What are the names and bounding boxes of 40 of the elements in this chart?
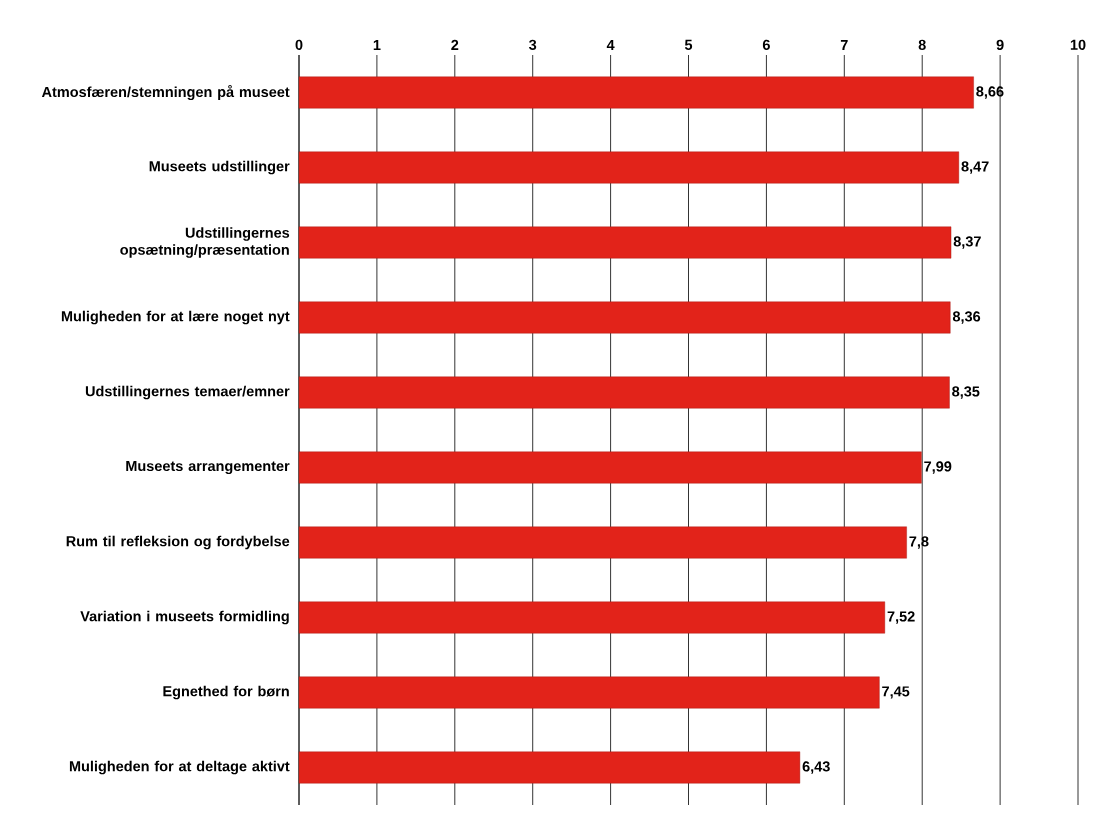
y-tick-label: Atmosfæren/stemningen på museet (41, 85, 290, 101)
y-tick-label: Udstillingernes opsætning/præsentation (120, 227, 290, 258)
data-label: 8,47 (961, 161, 989, 174)
y-tick-label: Museets arrangementer (126, 460, 290, 475)
data-label: 7,52 (887, 611, 915, 624)
bar (298, 451, 922, 484)
bar (298, 151, 960, 184)
x-tick-label: 3 (529, 39, 537, 50)
data-label: 7,45 (882, 686, 910, 699)
bar (298, 676, 880, 709)
bar (298, 601, 886, 634)
y-tick-label: Museets udstillinger (149, 160, 290, 175)
data-label: 8,35 (952, 386, 980, 399)
data-label: 7,99 (924, 461, 952, 474)
x-tick-label: 8 (918, 39, 926, 50)
bar (298, 751, 801, 784)
bar (298, 301, 951, 334)
x-tick-label: 10 (1070, 39, 1086, 50)
x-tick-label: 5 (684, 39, 693, 50)
x-tick-label: 7 (840, 40, 848, 50)
y-tick-label: Muligheden for at deltage aktivt (69, 760, 290, 775)
bar (298, 376, 950, 409)
bar (298, 526, 907, 559)
x-tick-label: 4 (606, 40, 615, 50)
y-tick-label: Udstillingernes temaer/emner (85, 385, 290, 400)
x-tick-label: 1 (373, 40, 381, 50)
data-label: 8,37 (953, 236, 981, 249)
y-tick-label: Egnethed for børn (163, 685, 289, 700)
y-tick-label: Rum til refleksion og fordybelse (66, 535, 290, 550)
data-label: 8,66 (976, 86, 1004, 99)
y-tick-label: Variation i museets formidling (80, 610, 289, 625)
bar (298, 76, 974, 109)
data-label: 6,43 (802, 761, 830, 774)
y-tick-label: Muligheden for at lære noget nyt (61, 310, 290, 325)
bar (298, 226, 952, 259)
x-tick-label: 2 (451, 39, 459, 50)
data-label: 8,36 (952, 311, 981, 324)
x-tick-label: 9 (996, 39, 1004, 50)
x-tick-label: 6 (762, 39, 770, 50)
x-tick-label: 0 (295, 39, 303, 50)
